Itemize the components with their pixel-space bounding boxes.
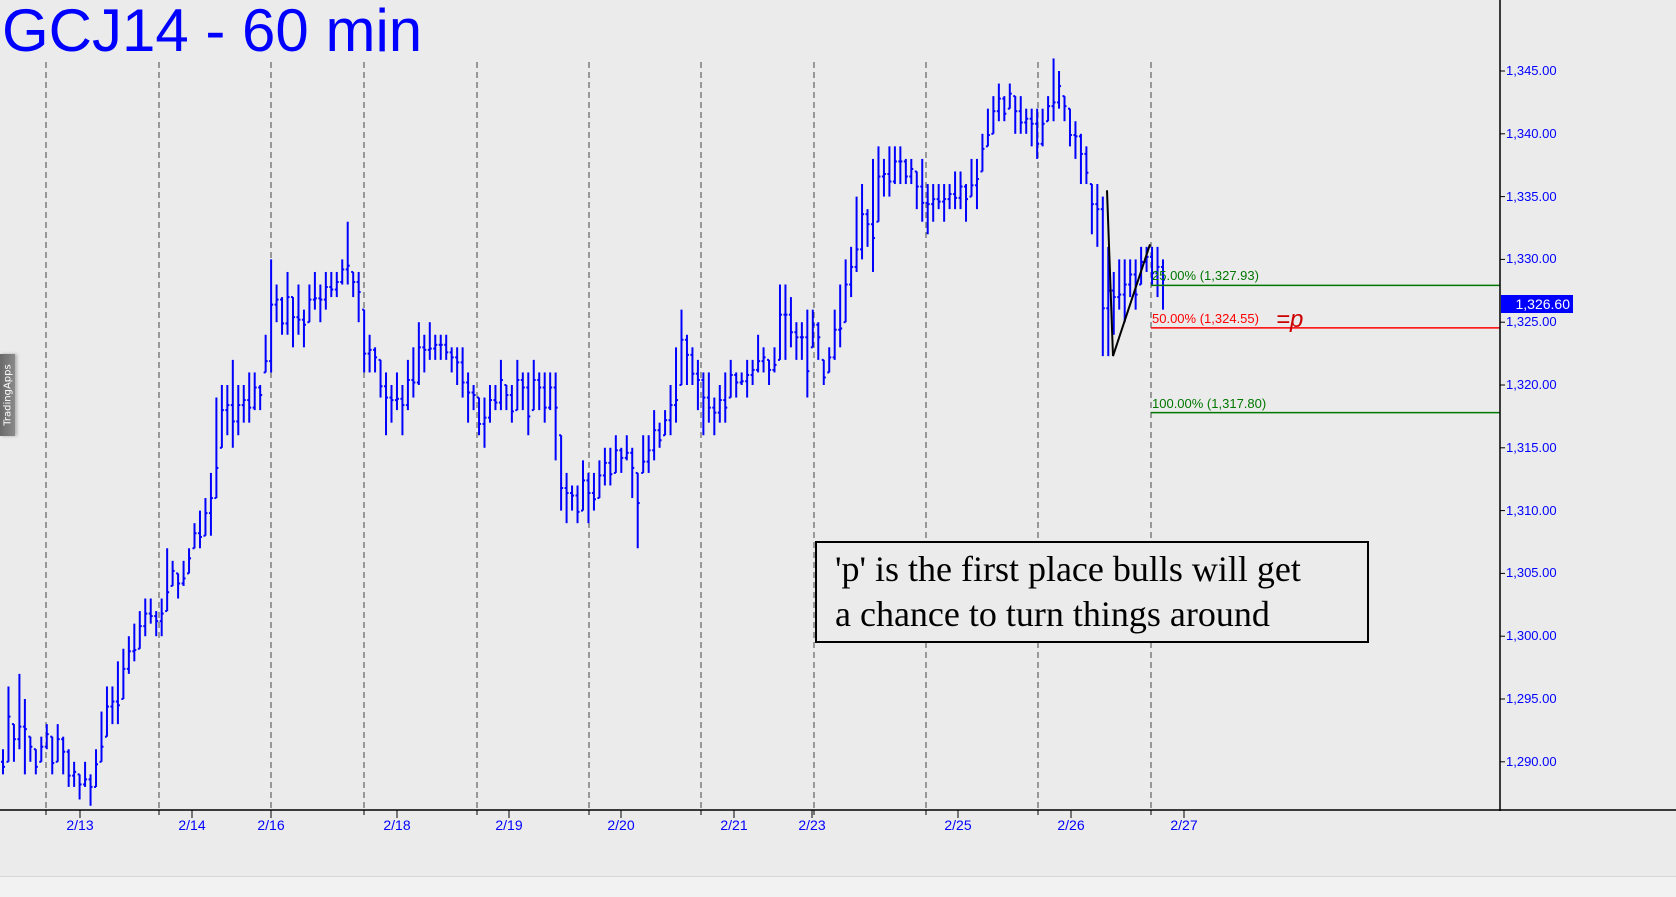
y-tick-label: 1,340.00	[1506, 125, 1557, 141]
x-axis-ticks	[45, 810, 1185, 818]
annotation-line-1: 'p' is the first place bulls will get	[835, 549, 1301, 589]
x-tick-label: 2/27	[1170, 817, 1198, 833]
x-tick-label: 2/26	[1057, 817, 1085, 833]
swing-line-down	[1106, 190, 1114, 357]
last-price-badge: 1,326.60	[1501, 295, 1573, 313]
x-tick-label: 2/25	[944, 817, 972, 833]
watermark-label: TradingApps	[2, 364, 13, 426]
annotation-line-2: a chance to turn things around	[835, 594, 1270, 634]
y-tick-label: 1,330.00	[1506, 251, 1557, 267]
x-tick-label: 2/20	[607, 817, 635, 833]
y-tick-label: 1,325.00	[1506, 314, 1557, 330]
x-tick-label: 2/18	[383, 817, 411, 833]
x-tick-label: 2/13	[66, 817, 94, 833]
fib-100-label: 100.00% (1,317.80)	[1152, 395, 1267, 411]
fib-retracement-lines	[1151, 284, 1500, 414]
tradingapps-tab[interactable]: TradingApps	[0, 354, 15, 436]
fib-25-label: 25.00% (1,327.93)	[1152, 268, 1259, 284]
session-separators	[45, 62, 1152, 810]
y-tick-label: 1,320.00	[1506, 377, 1557, 392]
ohlc-bars	[1, 58, 1165, 806]
swing-line-up	[1112, 244, 1151, 357]
y-tick-label: 1,315.00	[1506, 439, 1557, 455]
p-marker: =p	[1276, 306, 1304, 333]
annotation-box: 'p' is the first place bulls will get a …	[815, 541, 1369, 643]
x-tick-label: 2/21	[720, 817, 748, 833]
y-tick-label: 1,310.00	[1506, 502, 1557, 518]
y-tick-label: 1,305.00	[1506, 565, 1557, 581]
y-tick-label: 1,300.00	[1506, 628, 1557, 644]
y-tick-label: 1,345.00	[1506, 63, 1557, 78]
fib-50-label: 50.00% (1,324.55)	[1152, 310, 1259, 326]
y-tick-label: 1,290.00	[1506, 753, 1557, 769]
chart-title: GCJ14 - 60 min	[2, 0, 423, 64]
x-tick-label: 2/14	[178, 817, 206, 833]
y-axis-ticks	[1500, 70, 1505, 763]
x-tick-label: 2/19	[495, 817, 523, 833]
x-tick-label: 2/16	[257, 817, 285, 833]
y-tick-label: 1,295.00	[1506, 691, 1557, 706]
y-tick-label: 1,335.00	[1506, 188, 1557, 204]
x-tick-label: 2/23	[798, 817, 826, 833]
bottom-scroll-strip[interactable]	[0, 876, 1676, 897]
